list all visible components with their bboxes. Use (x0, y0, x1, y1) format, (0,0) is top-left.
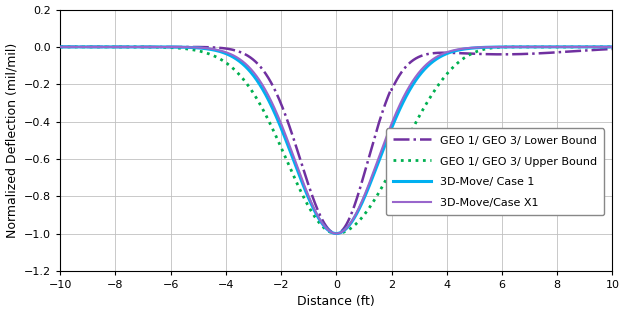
3D-Move/Case X1 (609, 45, 616, 49)
GEO 1/ GEO 3/ Upper Bound (292, 179, 300, 183)
3D-Move/ Case 1 (119, 45, 127, 49)
Line: 3D-Move/Case X1: 3D-Move/Case X1 (60, 47, 612, 234)
3D-Move/ Case 1 (268, 105, 276, 109)
GEO 1/ GEO 3/ Lower Bound (598, 48, 606, 51)
GEO 1/ GEO 3/ Lower Bound (268, 82, 276, 86)
3D-Move/Case X1 (539, 45, 546, 49)
3D-Move/ Case 1 (152, 45, 160, 49)
3D-Move/ Case 1 (598, 45, 606, 49)
Line: GEO 1/ GEO 3/ Lower Bound: GEO 1/ GEO 3/ Lower Bound (60, 47, 612, 234)
GEO 1/ GEO 3/ Lower Bound (119, 45, 127, 49)
GEO 1/ GEO 3/ Upper Bound (539, 45, 546, 49)
3D-Move/Case X1 (56, 45, 64, 49)
3D-Move/Case X1 (292, 161, 300, 165)
3D-Move/Case X1 (598, 45, 606, 49)
3D-Move/ Case 1 (56, 45, 64, 49)
X-axis label: Distance (ft): Distance (ft) (298, 295, 375, 308)
Line: GEO 1/ GEO 3/ Upper Bound: GEO 1/ GEO 3/ Upper Bound (60, 47, 612, 234)
GEO 1/ GEO 3/ Lower Bound (56, 45, 64, 49)
GEO 1/ GEO 3/ Upper Bound (56, 45, 64, 49)
3D-Move/Case X1 (332, 232, 340, 236)
GEO 1/ GEO 3/ Lower Bound (609, 47, 616, 51)
Y-axis label: Normalized Deflection (mil/mil): Normalized Deflection (mil/mil) (6, 43, 19, 238)
GEO 1/ GEO 3/ Upper Bound (152, 45, 160, 49)
3D-Move/ Case 1 (292, 165, 300, 168)
GEO 1/ GEO 3/ Upper Bound (119, 45, 127, 49)
3D-Move/Case X1 (119, 45, 127, 49)
3D-Move/ Case 1 (539, 45, 546, 49)
GEO 1/ GEO 3/ Lower Bound (152, 45, 160, 49)
3D-Move/ Case 1 (609, 45, 616, 49)
GEO 1/ GEO 3/ Upper Bound (609, 45, 616, 49)
GEO 1/ GEO 3/ Upper Bound (268, 126, 276, 129)
3D-Move/Case X1 (152, 45, 160, 49)
GEO 1/ GEO 3/ Lower Bound (292, 144, 300, 148)
GEO 1/ GEO 3/ Lower Bound (332, 232, 340, 236)
3D-Move/Case X1 (268, 101, 276, 105)
GEO 1/ GEO 3/ Lower Bound (539, 51, 546, 55)
Legend: GEO 1/ GEO 3/ Lower Bound, GEO 1/ GEO 3/ Upper Bound, 3D-Move/ Case 1, 3D-Move/C: GEO 1/ GEO 3/ Lower Bound, GEO 1/ GEO 3/… (386, 128, 604, 215)
GEO 1/ GEO 3/ Upper Bound (598, 45, 606, 49)
Line: 3D-Move/ Case 1: 3D-Move/ Case 1 (60, 47, 612, 234)
3D-Move/ Case 1 (332, 232, 340, 236)
GEO 1/ GEO 3/ Upper Bound (332, 232, 340, 236)
